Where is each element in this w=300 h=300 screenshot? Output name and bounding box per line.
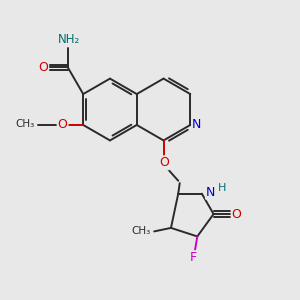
Text: H: H bbox=[218, 183, 226, 193]
Text: O: O bbox=[159, 156, 169, 169]
Text: CH₃: CH₃ bbox=[16, 119, 35, 129]
Text: CH₃: CH₃ bbox=[131, 226, 150, 236]
Text: F: F bbox=[190, 251, 197, 264]
Text: O: O bbox=[38, 61, 48, 74]
Text: O: O bbox=[232, 208, 242, 220]
Text: N: N bbox=[192, 118, 202, 131]
Text: NH₂: NH₂ bbox=[58, 33, 80, 46]
Text: methoxy: methoxy bbox=[28, 124, 34, 126]
Text: N: N bbox=[206, 186, 215, 199]
Text: O: O bbox=[58, 118, 68, 131]
